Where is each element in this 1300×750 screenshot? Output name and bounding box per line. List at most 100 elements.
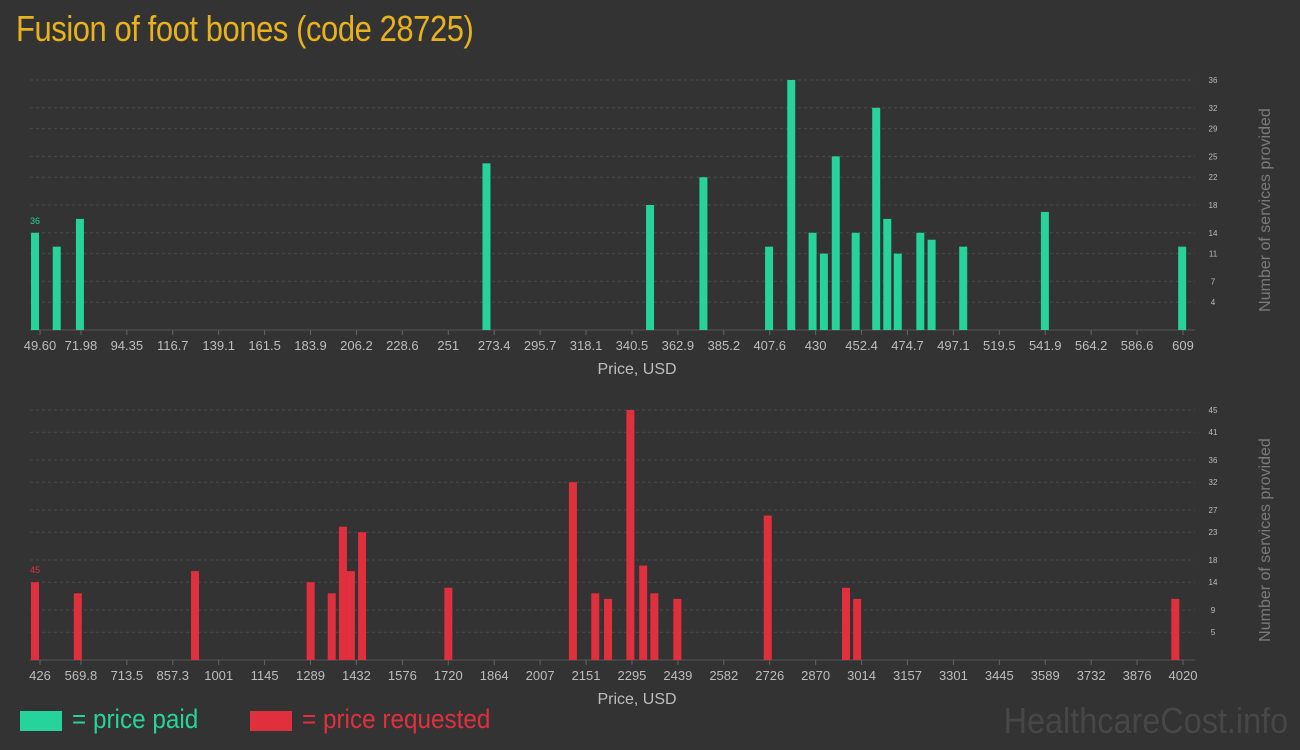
requested-x-tick-label: 2870: [801, 668, 830, 683]
paid-bar: [831, 156, 840, 330]
requested-bar: [338, 526, 347, 660]
requested-bar: [191, 571, 200, 660]
requested-bar: [763, 515, 772, 660]
paid-x-tick-label: 228.6: [386, 338, 419, 353]
requested-x-tick-label: 1145: [251, 668, 279, 683]
paid-bar: [883, 218, 892, 330]
paid-x-tick-label: 474.7: [891, 338, 924, 353]
requested-x-tick-label: 2582: [709, 668, 738, 683]
requested-x-tick-label: 3589: [1031, 668, 1060, 683]
requested-bar: [650, 593, 659, 660]
paid-y-tick-label: 7: [1211, 277, 1216, 286]
requested-x-tick-label: 2007: [526, 668, 555, 683]
paid-x-tick-label: 430: [805, 338, 827, 353]
paid-x-tick-label: 452.4: [845, 338, 878, 353]
paid-bar: [916, 232, 925, 330]
paid-x-tick-label: 273.4: [478, 338, 511, 353]
paid-x-tick-label: 609: [1172, 338, 1194, 353]
requested-x-tick-label: 1576: [388, 668, 417, 683]
requested-x-tick-label: 1864: [480, 668, 509, 683]
requested-bar: [358, 532, 367, 660]
requested-bar: [568, 482, 577, 660]
paid-x-tick-label: 71.98: [65, 338, 98, 353]
paid-bar: [1178, 246, 1187, 330]
watermark: HealthcareCost.info: [1003, 700, 1288, 741]
requested-peak-label: 45: [30, 565, 40, 575]
requested-x-tick-label: 857.3: [156, 668, 189, 683]
paid-bar: [699, 177, 708, 330]
paid-y-tick-label: 32: [1209, 104, 1218, 113]
legend-paid-swatch: [20, 711, 62, 731]
paid-y-tick-label: 22: [1209, 173, 1218, 182]
paid-bar: [1040, 211, 1049, 330]
requested-x-tick-label: 1001: [204, 668, 233, 683]
requested-bar: [626, 410, 635, 660]
requested-x-tick-label: 713.5: [111, 668, 144, 683]
paid-y-tick-label: 25: [1209, 152, 1218, 161]
paid-x-tick-label: 116.7: [157, 338, 189, 353]
paid-x-tick-label: 541.9: [1029, 338, 1062, 353]
paid-y-tick-label: 18: [1209, 201, 1218, 210]
legend-requested-label: = price requested: [302, 704, 491, 734]
paid-x-tick-label: 385.2: [708, 338, 741, 353]
legend-requested-swatch: [250, 711, 292, 731]
requested-x-tick-label: 2295: [617, 668, 646, 683]
paid-x-tick-label: 139.1: [202, 338, 235, 353]
requested-x-tick-label: 3157: [893, 668, 922, 683]
paid-x-tick-label: 564.2: [1075, 338, 1108, 353]
requested-bar: [444, 587, 453, 660]
paid-bar: [75, 218, 84, 330]
requested-x-tick-label: 1720: [434, 668, 463, 683]
paid-bar: [482, 163, 491, 330]
requested-bar: [327, 593, 336, 660]
paid-x-tick-label: 318.1: [570, 338, 603, 353]
requested-y-tick-label: 18: [1209, 556, 1218, 565]
requested-x-tick-label: 3876: [1123, 668, 1152, 683]
paid-bar: [52, 246, 61, 330]
requested-x-tick-label: 3301: [939, 668, 968, 683]
requested-x-tick-label: 4020: [1169, 668, 1198, 683]
legend-paid-label: = price paid: [72, 704, 199, 734]
requested-x-tick-label: 1432: [342, 668, 371, 683]
requested-bar: [73, 593, 82, 660]
paid-x-axis-label: Price, USD: [597, 361, 676, 378]
paid-bar: [765, 246, 774, 330]
requested-x-tick-label: 569.8: [65, 668, 98, 683]
paid-y-tick-label: 4: [1211, 298, 1216, 307]
requested-x-tick-label: 426: [29, 668, 51, 683]
requested-bar: [591, 593, 600, 660]
paid-bar: [851, 232, 860, 330]
requested-x-tick-label: 3445: [985, 668, 1014, 683]
paid-x-tick-label: 497.1: [937, 338, 970, 353]
paid-y-tick-label: 14: [1209, 229, 1218, 238]
paid-y-axis-label: Number of services provided: [1257, 108, 1274, 312]
requested-y-tick-label: 45: [1209, 406, 1218, 415]
requested-y-tick-label: 32: [1209, 478, 1218, 487]
paid-x-tick-label: 49.60: [24, 338, 57, 353]
requested-y-tick-label: 9: [1211, 606, 1216, 615]
requested-bar: [346, 571, 355, 660]
paid-y-tick-label: 36: [1209, 76, 1218, 85]
paid-bar: [893, 253, 902, 330]
requested-x-tick-label: 2151: [572, 668, 601, 683]
requested-y-tick-label: 41: [1209, 428, 1218, 437]
requested-x-tick-label: 1289: [296, 668, 325, 683]
paid-x-tick-label: 183.9: [294, 338, 327, 353]
requested-bar: [1171, 598, 1180, 660]
requested-x-tick-label: 2439: [663, 668, 692, 683]
paid-x-tick-label: 251: [437, 338, 459, 353]
paid-bar: [819, 253, 828, 330]
paid-x-tick-label: 295.7: [524, 338, 557, 353]
paid-x-tick-label: 362.9: [662, 338, 695, 353]
paid-bar: [808, 232, 817, 330]
paid-bar: [872, 107, 881, 331]
requested-bar: [306, 582, 315, 660]
paid-y-tick-label: 11: [1209, 250, 1218, 259]
requested-bar: [31, 582, 39, 660]
paid-x-tick-label: 94.35: [111, 338, 144, 353]
requested-x-tick-label: 2726: [755, 668, 784, 683]
paid-peak-label: 36: [30, 216, 40, 226]
requested-bar: [853, 598, 862, 660]
requested-y-tick-label: 23: [1209, 528, 1218, 537]
